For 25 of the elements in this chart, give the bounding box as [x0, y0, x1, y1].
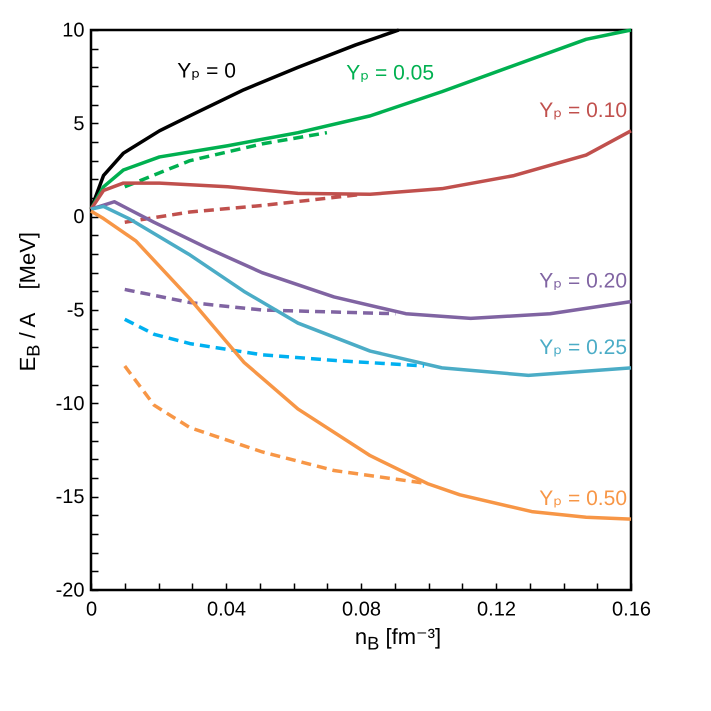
line-series: [89, 209, 633, 521]
series-label: Yₚ = 0.25: [539, 336, 627, 359]
y-tick-label: 10: [62, 20, 84, 42]
y-tick-label: -20: [56, 580, 84, 602]
line-series: [123, 288, 398, 316]
x-tick-label: 0.16: [612, 598, 651, 620]
series-label: Yₚ = 0: [177, 60, 236, 83]
x-tick-label: 0.04: [207, 598, 246, 620]
line-series: [123, 318, 426, 368]
line-series: [123, 130, 329, 189]
y-tick-label: 0: [73, 206, 84, 228]
line-series: [89, 204, 633, 378]
x-tick-label: 0.12: [477, 598, 516, 620]
y-tick-label: -10: [56, 392, 84, 415]
x-axis-title: n$_{B}$ [fm⁻³]: [354, 624, 442, 656]
series-label: Yₚ = 0.10: [539, 98, 627, 122]
line-series: [89, 28, 633, 211]
y-tick-label: 5: [73, 112, 84, 135]
series-label: Yₚ = 0.05: [346, 62, 434, 85]
series-label: Yₚ = 0.50: [539, 487, 627, 510]
line-series: [89, 200, 633, 320]
y-tick-label: -5: [66, 300, 84, 322]
x-tick-label: 0.08: [342, 598, 381, 620]
y-tick-label: -15: [56, 486, 84, 508]
series-label: Yₚ = 0.20: [539, 270, 627, 293]
